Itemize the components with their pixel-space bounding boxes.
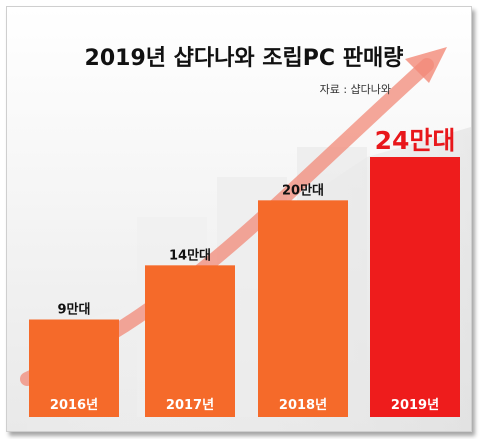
- category-label: 2016년: [50, 398, 98, 413]
- bar-2016년: [29, 319, 119, 417]
- bar-2017년: [145, 265, 235, 417]
- bar-2018년: [258, 200, 348, 417]
- category-label: 2019년: [391, 398, 439, 413]
- category-label: 2017년: [166, 398, 214, 413]
- category-label: 2018년: [279, 398, 327, 413]
- value-label: 14만대: [169, 247, 211, 263]
- bar-2019년: [370, 157, 460, 417]
- value-label: 9만대: [58, 302, 91, 318]
- value-label: 24만대: [375, 126, 456, 155]
- bar-chart: 2019년 샵다나와 조립PC 판매량 자료 : 샵다나와 9만대 2016년 14…: [7, 7, 471, 431]
- chart-source: 자료 : 샵다나와: [320, 83, 391, 96]
- chart-title: 2019년 샵다나와 조립PC 판매량: [85, 46, 404, 71]
- chart-frame: 2019년 샵다나와 조립PC 판매량 자료 : 샵다나와 9만대 2016년 14…: [6, 6, 472, 432]
- value-label: 20만대: [282, 182, 324, 198]
- bars-group: 9만대 2016년 14만대 2017년 20만대 2018년 24만대 2019년: [29, 126, 460, 417]
